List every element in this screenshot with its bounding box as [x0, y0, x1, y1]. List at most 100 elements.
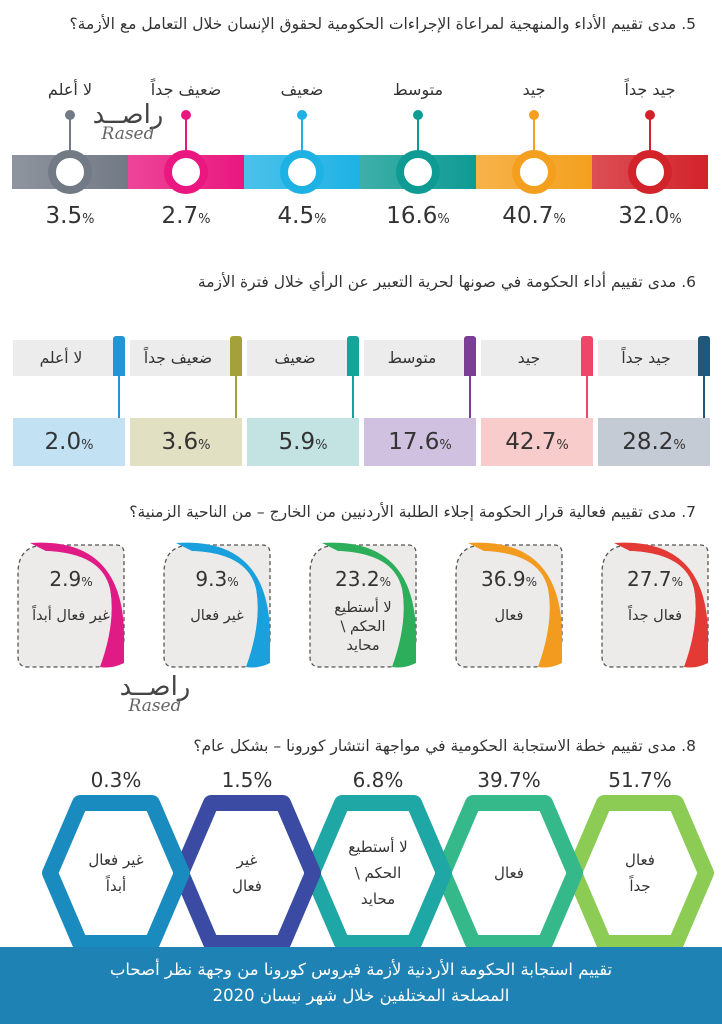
rased-watermark-2: راصــد Rased — [110, 672, 200, 716]
q8-category-label: فعال جداً — [590, 847, 690, 899]
watermark-english: Rased — [101, 124, 155, 144]
q6-category-label: لا أعلم — [13, 340, 125, 376]
q5-pin-head — [181, 110, 191, 120]
q5-title: 5. مدى تقييم الأداء والمنهجية لمراعاة ال… — [69, 15, 696, 33]
q8-label-line: لا أستطيع — [348, 838, 408, 856]
q7-value-label: 2.9% — [49, 567, 93, 591]
footer-line-2: المصلحة المختلفين خلال شهر نيسان 2020 — [212, 986, 510, 1005]
q5-category-label: لا أعلم — [47, 80, 93, 99]
q6-category-label: جيد — [481, 340, 593, 376]
q7-card-accent — [176, 542, 270, 668]
q8-label-line: غير — [236, 851, 258, 869]
q7-value-label: 9.3% — [195, 567, 239, 591]
q6-value-box: 28.2% — [598, 418, 710, 466]
q7-card: 23.2% لا أستطيع الحكم \ محايد — [308, 537, 418, 669]
q8-hexagon-chain — [42, 795, 714, 951]
q6-stem — [352, 376, 354, 418]
q7-card-accent — [468, 542, 562, 668]
q6-stem — [586, 376, 588, 418]
q7-label-line: لا أستطيع — [334, 600, 392, 616]
q8-value-label: 51.7% — [608, 768, 672, 792]
q6-category-label: ضعيف — [247, 340, 359, 376]
q5-pin-head — [65, 110, 75, 120]
q6-category-label: ضعيف جداً — [130, 340, 242, 376]
q7-card-shape — [601, 542, 709, 668]
q5-ring-center — [177, 163, 195, 181]
q5-ring-marker — [280, 150, 324, 194]
q8-label-line: أبداً — [105, 877, 127, 895]
q6-value-box: 5.9% — [247, 418, 359, 466]
q7-card: 27.7% فعال جداً — [600, 537, 710, 669]
q5-pin-head — [297, 110, 307, 120]
q6-color-tab — [581, 336, 593, 376]
q6-value-box: 42.7% — [481, 418, 593, 466]
q7-card-shape — [309, 542, 417, 668]
q7-card-inner — [22, 551, 112, 661]
q7-card-accent — [30, 542, 124, 668]
watermark-arabic-2: راصــد — [119, 672, 191, 702]
q7-category-label: لا أستطيع الحكم \ محايد — [312, 599, 414, 656]
q8-label-line: فعال — [625, 851, 655, 869]
q5-pin — [69, 118, 71, 152]
q7-card-accent — [322, 542, 416, 668]
q6-value-box: 17.6% — [364, 418, 476, 466]
q6-stem — [118, 376, 120, 418]
q7-category-label: غير فعال — [166, 607, 268, 626]
q6-title: 6. مدى تقييم أداء الحكومة في صونها لحرية… — [197, 273, 696, 291]
q5-ring-center — [409, 163, 427, 181]
footer-line-1: تقييم استجابة الحكومة الأردنية لأزمة فير… — [109, 960, 613, 979]
q7-card-shape — [17, 542, 125, 668]
q5-value-label: 40.7% — [502, 203, 566, 229]
q5-category-label: جيد — [522, 80, 546, 99]
q8-category-label: غير فعال — [197, 847, 297, 899]
q7-label-line: الحكم \ — [340, 619, 386, 635]
footer-banner: تقييم استجابة الحكومة الأردنية لأزمة فير… — [0, 947, 722, 1024]
q8-label-line: جداً — [629, 877, 651, 895]
q6-stem — [703, 376, 705, 418]
q5-category-label: متوسط — [392, 80, 444, 99]
q5-category-label: جيد جداً — [624, 80, 676, 99]
q8-label-line: الحكم \ — [354, 864, 402, 882]
q5-ring-marker — [396, 150, 440, 194]
q7-label-line: غير فعال — [190, 608, 244, 624]
q8-label-line: فعال — [494, 864, 524, 882]
q8-value-label: 39.7% — [477, 768, 541, 792]
q6-stem — [469, 376, 471, 418]
q5-pin-head — [529, 110, 539, 120]
q8-value-label: 1.5% — [221, 768, 273, 792]
q6-value-box: 3.6% — [130, 418, 242, 466]
q7-title: 7. مدى تقييم فعالية قرار الحكومة إجلاء ا… — [129, 503, 696, 521]
q5-value-label: 3.5% — [45, 203, 95, 229]
q7-value-label: 36.9% — [481, 567, 537, 591]
q5-pin — [185, 118, 187, 152]
q7-category-label: غير فعال أبداً — [20, 607, 122, 626]
q6-value-box: 2.0% — [13, 418, 125, 466]
q5-ring-center — [641, 163, 659, 181]
q7-card-inner — [606, 551, 696, 661]
q7-card: 36.9% فعال — [454, 537, 564, 669]
q8-hexagon — [42, 795, 190, 951]
q8-label-line: محايد — [360, 890, 396, 908]
q5-ring-center — [61, 163, 79, 181]
q5-category-label: ضعيف جداً — [150, 80, 222, 99]
q7-label-line: محايد — [346, 638, 380, 654]
q5-pin — [649, 118, 651, 152]
q5-value-label: 4.5% — [277, 203, 327, 229]
q7-card: 2.9% غير فعال أبداً — [16, 537, 126, 669]
q5-ring-marker — [512, 150, 556, 194]
q5-value-label: 16.6% — [386, 203, 450, 229]
q8-category-label: فعال — [459, 860, 559, 886]
q7-label-line: فعال جداً — [627, 608, 683, 624]
footer-text: تقييم استجابة الحكومة الأردنية لأزمة فير… — [10, 957, 712, 1009]
q5-value-label: 32.0% — [618, 203, 682, 229]
q5-pin — [301, 118, 303, 152]
q6-color-tab — [698, 336, 710, 376]
watermark-arabic: راصــد — [92, 100, 164, 130]
q7-card-shape — [163, 542, 271, 668]
q7-card-accent — [614, 542, 708, 668]
q8-value-label: 6.8% — [352, 768, 404, 792]
q8-category-label: لا أستطيع الحكم \ محايد — [328, 834, 428, 912]
q6-color-tab — [347, 336, 359, 376]
q6-stem — [235, 376, 237, 418]
